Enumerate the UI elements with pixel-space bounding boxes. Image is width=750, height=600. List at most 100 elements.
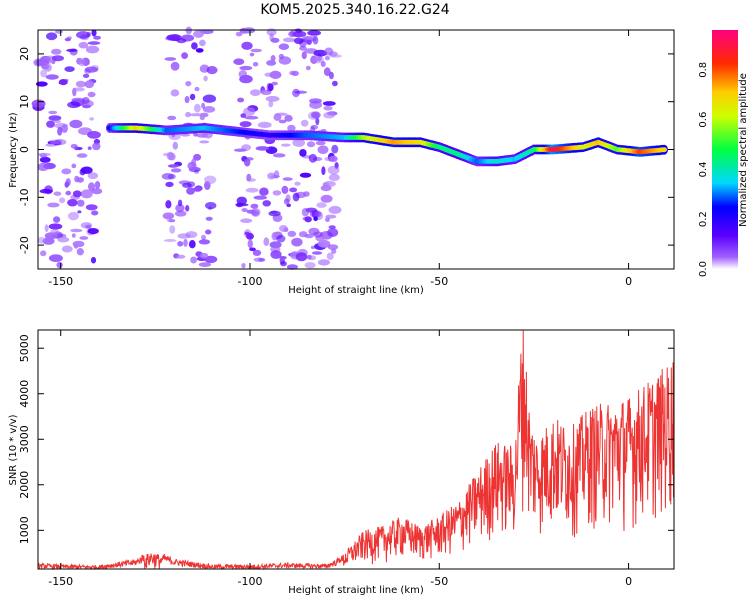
noise-blob [329, 54, 342, 58]
noise-blob [170, 168, 182, 173]
noise-blob [312, 55, 324, 64]
noise-blob [67, 199, 78, 207]
noise-blob [51, 55, 64, 62]
noise-blob [193, 153, 202, 161]
noise-blob [303, 191, 310, 197]
noise-blob [198, 262, 211, 267]
noise-blob [78, 58, 86, 67]
noise-blob [167, 164, 179, 168]
noise-blob [292, 192, 300, 202]
noise-blob [193, 30, 204, 38]
snr-x-label: Height of straight line (km) [288, 585, 424, 596]
noise-blob [328, 173, 340, 181]
noise-blob [48, 110, 58, 115]
noise-blob [320, 194, 333, 203]
noise-blob [293, 37, 304, 44]
noise-blob [39, 188, 53, 194]
noise-blob [37, 162, 49, 172]
noise-blob [180, 133, 191, 137]
noise-blob [187, 161, 197, 170]
noise-blob [286, 264, 298, 270]
noise-blob [91, 29, 97, 37]
noise-blob [317, 145, 329, 154]
noise-blob [250, 89, 261, 96]
snr-y-label: SNR (10 * v/v) [8, 414, 19, 485]
noise-blob [309, 100, 322, 109]
noise-blob [164, 57, 177, 61]
noise-blob [85, 204, 98, 211]
noise-blob [243, 107, 256, 117]
noise-blob [295, 252, 308, 262]
noise-blob [31, 99, 46, 108]
noise-blob [272, 214, 283, 222]
noise-blob [250, 48, 262, 53]
y-tick-label: -10 [18, 188, 31, 206]
noise-blob [289, 187, 298, 193]
noise-blob [304, 262, 316, 269]
noise-blob [87, 131, 101, 139]
noise-blob [240, 218, 253, 223]
noise-blob [71, 233, 76, 238]
noise-blob [328, 71, 334, 80]
noise-blob [79, 236, 89, 240]
noise-blob [170, 89, 180, 97]
noise-blob [306, 141, 316, 148]
noise-blob [85, 45, 100, 54]
noise-blob [52, 119, 62, 124]
noise-blob [236, 196, 247, 205]
noise-blob [299, 172, 312, 178]
noise-blob [76, 31, 90, 39]
noise-blob [253, 195, 268, 200]
y-tick-label: 10 [18, 95, 31, 109]
noise-blob [328, 205, 342, 214]
noise-blob [190, 256, 198, 264]
y-tick-label: 0 [18, 146, 31, 153]
noise-blob [202, 94, 217, 103]
noise-blob [246, 178, 256, 182]
noise-blob [175, 204, 185, 213]
noise-blob [80, 222, 93, 229]
noise-blob [180, 34, 195, 42]
noise-blob [311, 111, 321, 119]
noise-blob [181, 52, 189, 59]
noise-blob [174, 210, 187, 217]
noise-blob [58, 81, 64, 85]
noise-blob [89, 117, 94, 121]
noise-blob [310, 245, 315, 250]
noise-blob [324, 55, 330, 61]
noise-blob [291, 237, 303, 247]
noise-blob [307, 255, 316, 261]
noise-blob [286, 203, 292, 208]
noise-blob [185, 205, 190, 212]
noise-blob [315, 140, 326, 146]
spectrogram-x-label: Height of straight line (km) [288, 285, 424, 296]
noise-blob [327, 244, 339, 251]
noise-blob [61, 245, 73, 253]
spectrogram-x-ticks: -150 -100 -50 0 [48, 30, 632, 288]
noise-blob [191, 42, 198, 50]
colorbar-gradient [712, 30, 738, 269]
noise-blob [57, 236, 70, 243]
noise-blob [199, 252, 209, 259]
noise-blob [328, 225, 336, 229]
noise-blob [185, 111, 191, 118]
x-tick-label: -50 [430, 575, 448, 588]
noise-blob [51, 48, 62, 55]
noise-blob [327, 228, 339, 237]
noise-blob [312, 251, 323, 255]
noise-blob [247, 239, 253, 249]
noise-blob [270, 250, 282, 259]
noise-blob [312, 35, 319, 45]
noise-blob [323, 106, 333, 111]
noise-blob [313, 49, 328, 57]
noise-blob [45, 74, 59, 80]
noise-blob [280, 143, 291, 147]
noise-blob [252, 61, 259, 67]
noise-blob [67, 211, 79, 221]
noise-blob [241, 263, 246, 269]
noise-blob [72, 190, 82, 198]
noise-blob [92, 142, 101, 151]
noise-blob [279, 225, 288, 232]
noise-blob [240, 113, 247, 118]
noise-blob [327, 165, 340, 175]
